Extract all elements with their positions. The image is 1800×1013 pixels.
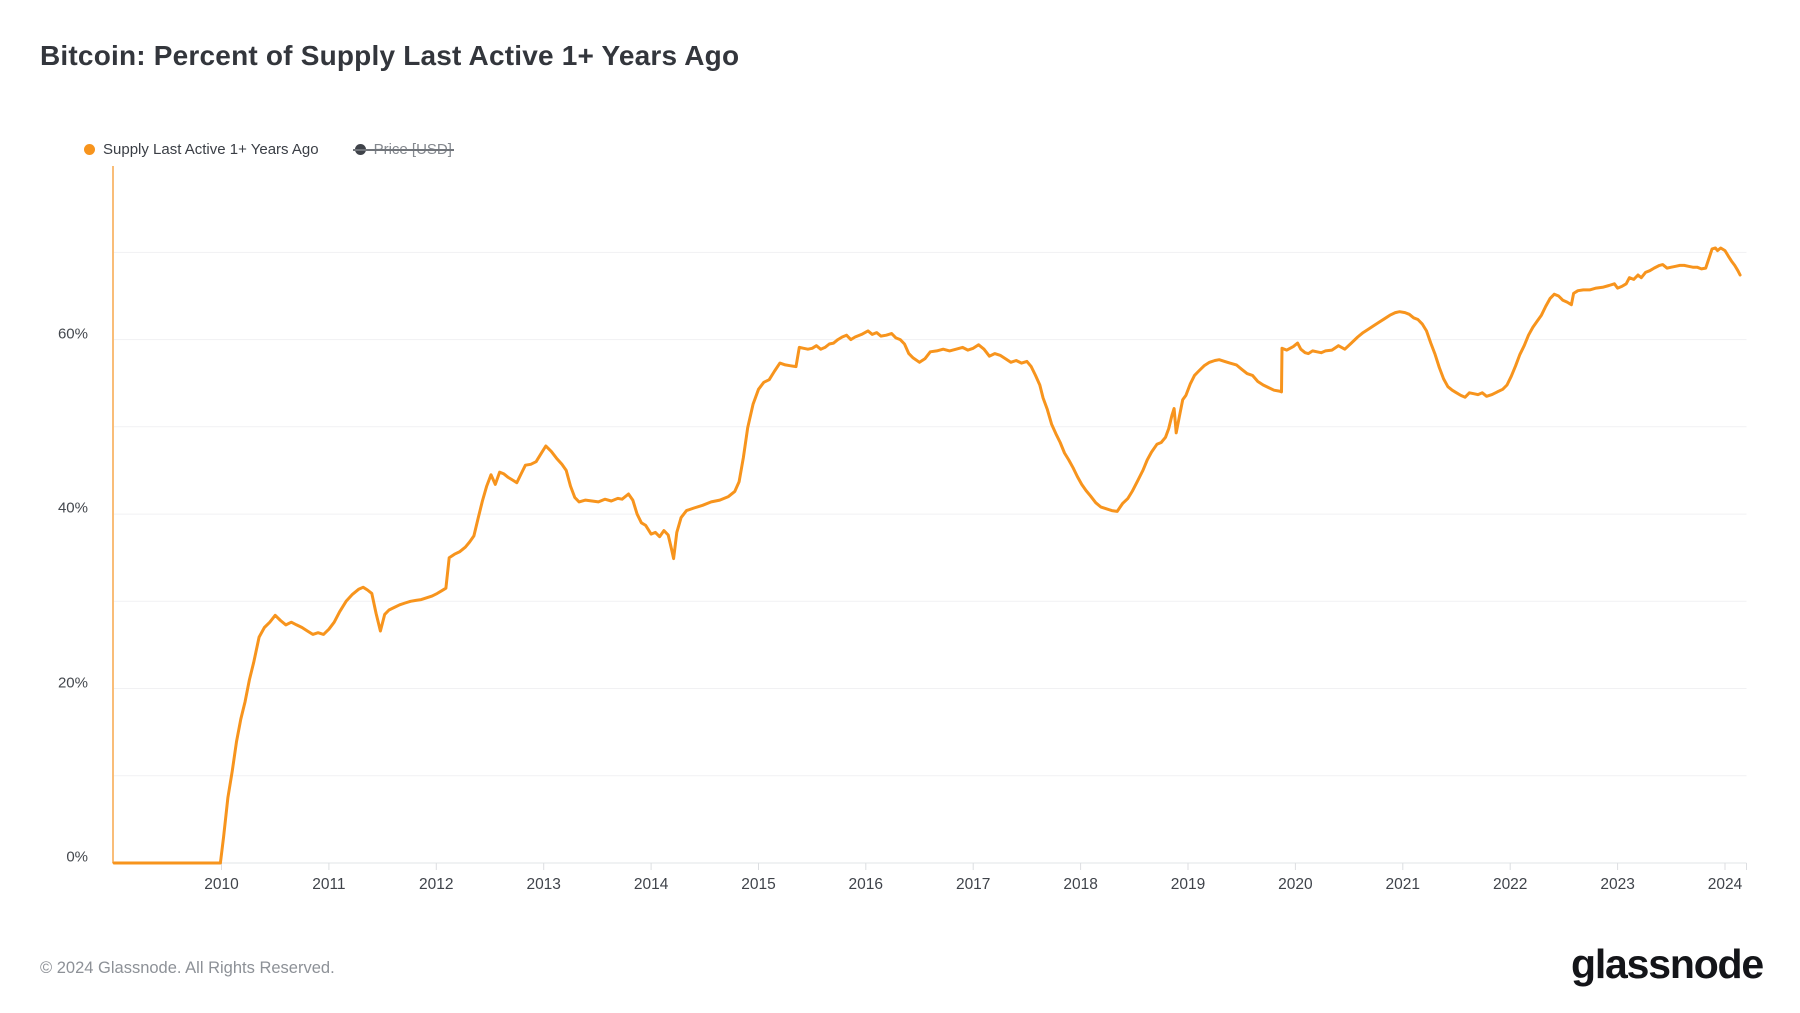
x-axis-label: 2018: [1063, 876, 1098, 893]
x-axis-label: 2020: [1278, 876, 1313, 893]
x-axis-label: 2016: [848, 876, 884, 893]
copyright-text: © 2024 Glassnode. All Rights Reserved.: [40, 959, 335, 977]
y-axis-label: 40%: [57, 499, 88, 517]
legend-item-price[interactable]: Price [USD]: [352, 141, 455, 158]
x-axis-label: 2024: [1707, 876, 1743, 893]
page-title: Bitcoin: Percent of Supply Last Active 1…: [40, 40, 740, 71]
y-axis-label: 20%: [57, 674, 88, 691]
y-axis-label: 0%: [66, 848, 88, 866]
x-axis-label: 2019: [1170, 876, 1206, 893]
y-axis-labels: 0% 20% 40% 60%: [0, 0, 88, 1013]
x-axis-label: 2010: [204, 876, 239, 893]
supply-series-line: [112, 246, 1742, 865]
legend: Supply Last Active 1+ Years Ago Price [U…: [84, 141, 455, 158]
x-axis-label: 2017: [955, 876, 991, 893]
x-axis-label: 2013: [526, 876, 561, 893]
x-axis-label: 2022: [1492, 876, 1528, 893]
x-axis-label: 2023: [1600, 876, 1635, 893]
x-axis-label: 2011: [312, 876, 346, 893]
legend-dot-supply-icon: [84, 144, 95, 155]
x-axis-label: 2012: [419, 876, 454, 893]
x-axis-label: 2021: [1385, 876, 1421, 893]
glassnode-logo: glassnode: [1571, 941, 1764, 987]
legend-label-supply: Supply Last Active 1+ Years Ago: [103, 141, 319, 158]
x-axis-label: 2015: [741, 876, 776, 893]
legend-item-supply[interactable]: Supply Last Active 1+ Years Ago: [84, 141, 319, 158]
y-axis-label: 60%: [57, 325, 88, 343]
x-axis-label: 2014: [633, 876, 669, 893]
